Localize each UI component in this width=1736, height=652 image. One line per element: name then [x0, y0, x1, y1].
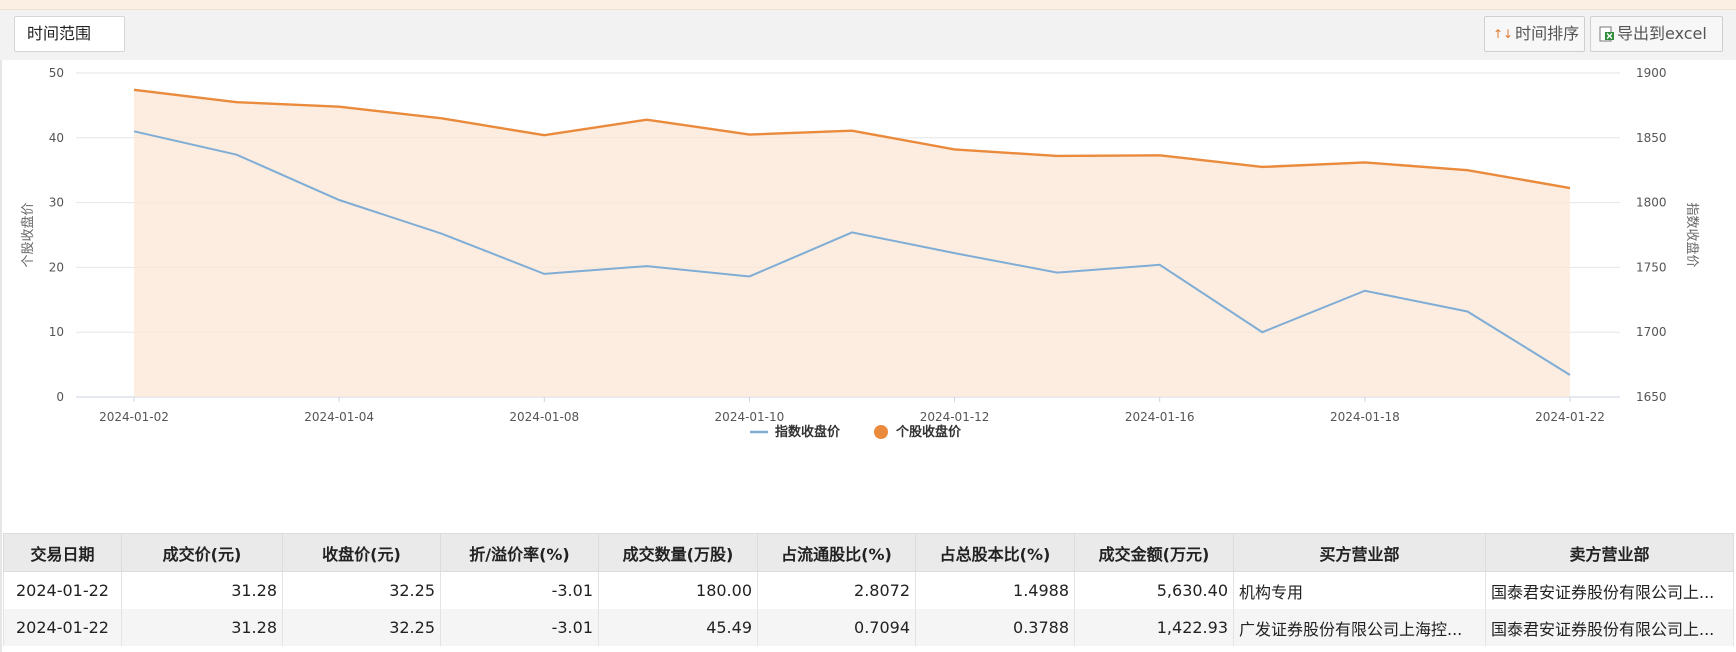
index-close-line: [133, 130, 1571, 376]
x-tick-label: 2024-01-04: [304, 410, 374, 424]
col-buyer-header: 买方营业部: [1233, 533, 1486, 572]
col-premium-rate-header: 折/溢价率(%): [440, 533, 599, 572]
col-total-ratio-cell: 0.3788: [915, 609, 1075, 646]
y2-tick-label: 1650: [1636, 390, 1667, 404]
y-tick-label: 0: [56, 390, 64, 404]
price-chart: 0 10 20 30 40 50 1650 1700 1750 1800 1850 1900 2024-…: [0, 60, 1736, 530]
x-tick-label: 2024-01-08: [509, 410, 579, 424]
col-trade-date-cell: 2024-01-22: [3, 571, 122, 609]
y-tick-label: 20: [49, 260, 64, 274]
time-sort-button[interactable]: ↑↓ 时间排序: [1484, 16, 1585, 52]
x-tick-label: 2024-01-02: [99, 410, 169, 424]
y2-tick-label: 1850: [1636, 131, 1667, 145]
y2-axis-title: 指数收盘价: [1684, 202, 1700, 267]
stock-area-fill: [134, 89, 1570, 398]
table-row[interactable]: 2024-01-22 31.28 32.25 -3.01 45.49 0.7094 0.37…: [3, 609, 1734, 646]
sort-arrows-icon: ↑↓: [1493, 27, 1514, 41]
y-tick-label: 40: [49, 131, 64, 145]
col-close-price-header: 收盘价(元): [282, 533, 441, 572]
time-sort-label: 时间排序: [1515, 24, 1580, 43]
legend-stock-label: 个股收盘价: [895, 424, 962, 440]
col-volume-header: 成交数量(万股): [598, 533, 758, 572]
col-amount-header: 成交金额(万元): [1074, 533, 1234, 572]
col-total-ratio-header: 占总股本比(%): [915, 533, 1075, 572]
y2-tick-label: 1800: [1636, 196, 1667, 210]
col-volume-cell: 45.49: [598, 609, 758, 646]
y-axis-title: 个股收盘价: [20, 202, 36, 267]
y-tick-label: 10: [49, 325, 64, 339]
legend-stock-swatch: [874, 425, 888, 439]
table-header-row: 交易日期 成交价(元) 收盘价(元) 折/溢价率(%) 成交数量(万股) 占流通股比(%)…: [3, 533, 1734, 572]
stock-close-line: [133, 88, 1571, 190]
y2-tick-label: 1750: [1636, 260, 1667, 274]
export-excel-label: 导出到excel: [1617, 24, 1707, 43]
col-deal-price-cell: 31.28: [121, 609, 283, 646]
col-float-ratio-cell: 2.8072: [757, 571, 916, 609]
x-tick-label: 2024-01-10: [715, 410, 785, 424]
top-accent-bar: [0, 0, 1736, 9]
col-seller-cell: 国泰君安证券股份有限公司上...: [1485, 571, 1734, 609]
table-body: 2024-01-22 31.28 32.25 -3.01 180.00 2.8072 1.4…: [3, 571, 1734, 646]
y2-tick-label: 1700: [1636, 325, 1667, 339]
export-excel-button[interactable]: 导出到excel: [1590, 16, 1723, 52]
col-trade-date-cell: 2024-01-22: [3, 609, 122, 646]
col-deal-price-cell: 31.28: [121, 571, 283, 609]
col-seller-header: 卖方营业部: [1485, 533, 1734, 572]
y2-tick-label: 1900: [1636, 66, 1667, 80]
left-border: [0, 60, 2, 652]
col-close-price-cell: 32.25: [282, 571, 441, 609]
time-range-button[interactable]: 时间范围: [14, 16, 125, 52]
col-amount-cell: 5,630.40: [1074, 571, 1234, 609]
col-float-ratio-header: 占流通股比(%): [757, 533, 916, 572]
x-tick-label: 2024-01-22: [1535, 410, 1605, 424]
price-chart-svg: 0 10 20 30 40 50 1650 1700 1750 1800 1850 1900 2024-…: [20, 66, 1700, 440]
time-range-label: 时间范围: [27, 24, 92, 43]
col-buyer-cell: 广发证券股份有限公司上海控...: [1233, 609, 1486, 646]
col-trade-date-header: 交易日期: [3, 533, 122, 572]
x-tick-label: 2024-01-16: [1125, 410, 1195, 424]
y-tick-label: 30: [49, 196, 64, 210]
toolbar: 时间范围 ↑↓ 时间排序 导出到excel: [0, 9, 1736, 60]
col-premium-rate-cell: -3.01: [440, 609, 599, 646]
x-tick-label: 2024-01-12: [920, 410, 990, 424]
col-total-ratio-cell: 1.4988: [915, 571, 1075, 609]
table-row[interactable]: 2024-01-22 31.28 32.25 -3.01 180.00 2.8072 1.4…: [3, 571, 1734, 609]
col-premium-rate-cell: -3.01: [440, 571, 599, 609]
y-tick-label: 50: [49, 66, 64, 80]
col-volume-cell: 180.00: [598, 571, 758, 609]
col-amount-cell: 1,422.93: [1074, 609, 1234, 646]
col-close-price-cell: 32.25: [282, 609, 441, 646]
excel-icon: [1599, 20, 1615, 42]
col-seller-cell: 国泰君安证券股份有限公司上...: [1485, 609, 1734, 646]
x-tick-label: 2024-01-18: [1330, 410, 1400, 424]
legend-index-label: 指数收盘价: [775, 424, 841, 440]
col-deal-price-header: 成交价(元): [121, 533, 283, 572]
col-float-ratio-cell: 0.7094: [757, 609, 916, 646]
col-buyer-cell: 机构专用: [1233, 571, 1486, 609]
block-trade-table: 交易日期 成交价(元) 收盘价(元) 折/溢价率(%) 成交数量(万股) 占流通股比(%)…: [3, 533, 1734, 646]
